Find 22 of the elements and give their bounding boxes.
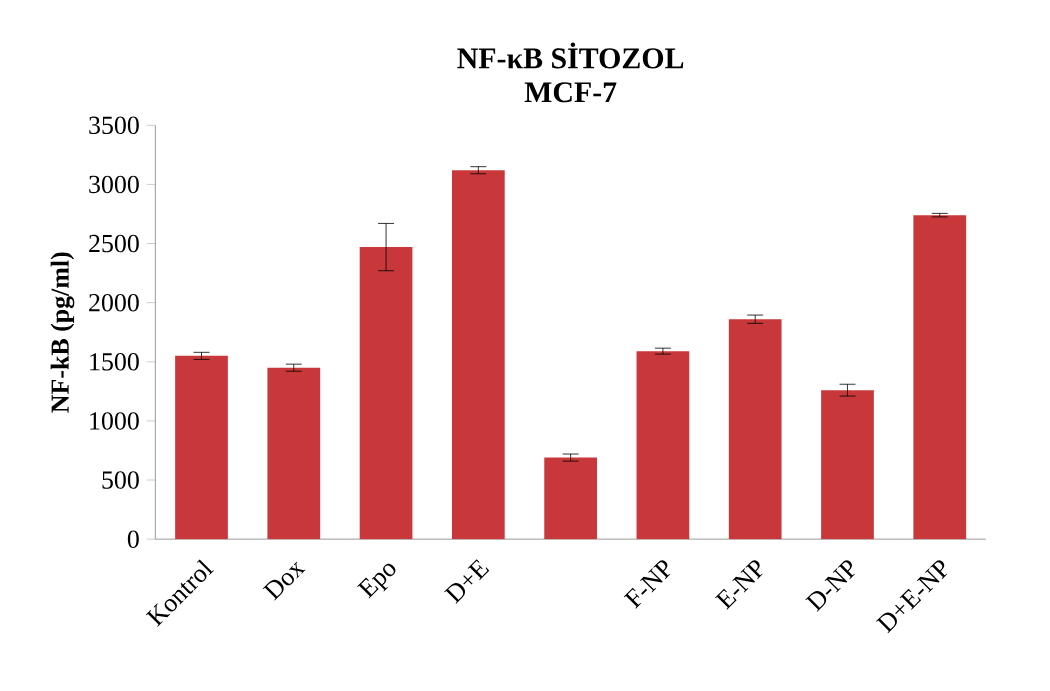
- y-tick-label: 2000: [89, 293, 139, 312]
- y-tick-label: 3000: [89, 175, 139, 194]
- y-axis-title: NF-kB (pg/ml): [50, 252, 75, 413]
- y-tick-label: 2500: [89, 234, 139, 253]
- y-tick-label: 1500: [90, 353, 139, 371]
- bar: [636, 351, 690, 540]
- bar: [175, 355, 228, 540]
- bar: [451, 170, 505, 540]
- bar: [821, 390, 874, 540]
- y-tick-label: 500: [102, 471, 139, 489]
- bar: [913, 215, 967, 540]
- y-tick-label: 3500: [89, 116, 139, 134]
- bar: [359, 247, 413, 540]
- x-tick-label: Dox: [262, 561, 306, 601]
- y-tick-label: 1000: [90, 412, 139, 430]
- bar: [267, 367, 321, 540]
- bar: [728, 319, 782, 540]
- chart-subtitle: MCF-7: [524, 82, 617, 103]
- bar: [544, 457, 597, 540]
- y-tick-label: 0: [127, 530, 139, 548]
- chart-title: NF-κB SİTOZOL: [457, 42, 684, 69]
- x-tick-label: Epo: [357, 563, 396, 599]
